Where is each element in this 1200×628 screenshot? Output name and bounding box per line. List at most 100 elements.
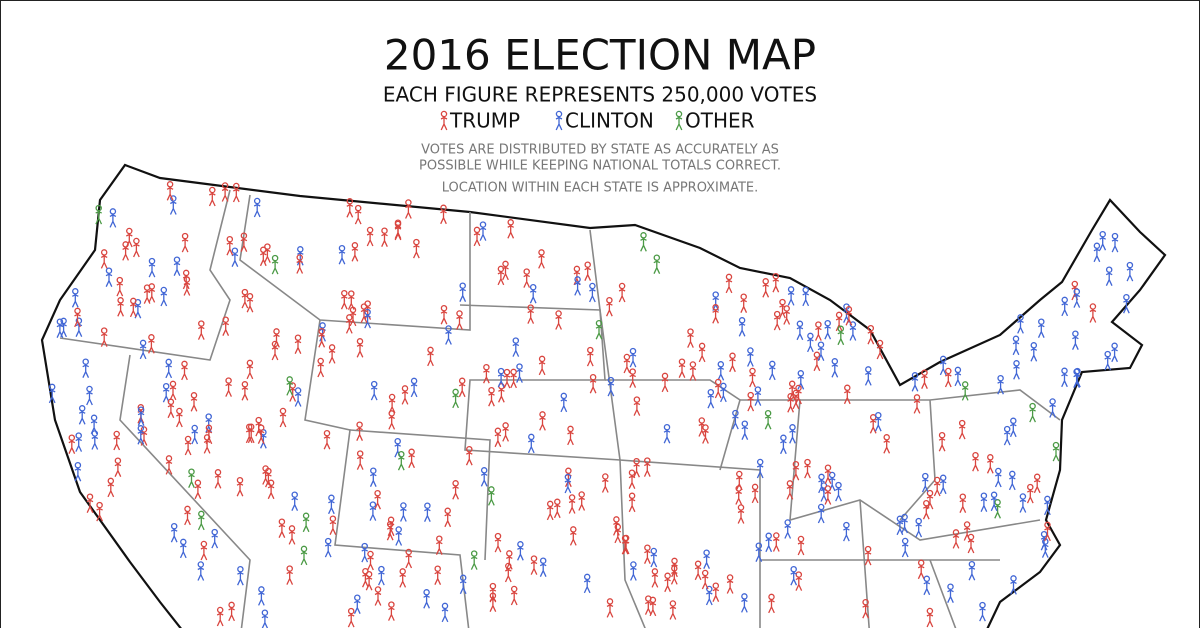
figure-head <box>72 288 79 295</box>
figure-body <box>170 528 178 543</box>
figure <box>236 476 244 497</box>
figure-body <box>329 521 337 535</box>
figure-body <box>366 232 374 247</box>
figure <box>413 238 420 259</box>
figure-head <box>913 394 921 401</box>
figure <box>366 226 374 247</box>
figure-body <box>405 554 413 569</box>
figure <box>165 455 173 475</box>
figure-body <box>1044 501 1051 516</box>
figure <box>504 562 512 583</box>
figure-head <box>564 473 572 481</box>
figure-body <box>505 556 513 570</box>
figure-body <box>459 288 467 302</box>
figure <box>913 394 921 414</box>
figure-body <box>353 600 361 614</box>
figure <box>818 473 825 494</box>
figure-head <box>510 585 518 593</box>
figure-head <box>862 598 869 606</box>
figure-head <box>663 423 671 431</box>
figure <box>607 376 615 397</box>
figure-head <box>945 367 952 375</box>
figure-body <box>633 402 641 416</box>
figure <box>169 380 177 401</box>
figure <box>148 334 155 354</box>
figure-body <box>555 116 563 131</box>
figure-body <box>184 441 192 456</box>
figure-head <box>198 320 205 327</box>
figure-body <box>613 522 620 536</box>
figure-head <box>1012 335 1020 343</box>
figure <box>225 377 232 397</box>
figure <box>82 358 90 378</box>
figure-head <box>386 520 394 528</box>
figure-body <box>255 422 263 437</box>
figure <box>606 296 613 317</box>
figure-head <box>607 376 615 384</box>
figure-body <box>74 313 81 328</box>
figure <box>921 472 929 493</box>
figure-head <box>166 181 174 188</box>
figure-body <box>546 506 554 521</box>
figure <box>264 243 271 263</box>
figure-body <box>901 543 909 558</box>
figure-body <box>584 267 592 281</box>
figure-head <box>82 358 89 365</box>
figure <box>1126 261 1134 282</box>
figure <box>1074 367 1081 388</box>
figure <box>1105 266 1113 286</box>
figure-head <box>507 219 514 226</box>
figure-body <box>669 606 677 620</box>
figure <box>922 499 930 520</box>
figure <box>381 227 388 247</box>
figure-body <box>264 249 271 263</box>
figure-head <box>698 417 706 424</box>
figure <box>400 502 407 522</box>
figure-body <box>345 319 353 334</box>
figure-body <box>555 316 562 330</box>
figure-body <box>452 394 459 409</box>
figure <box>190 392 198 412</box>
figure <box>365 570 373 591</box>
figure-head <box>113 430 120 438</box>
figure <box>530 555 538 575</box>
figure-body <box>262 471 269 485</box>
figure <box>516 363 523 383</box>
figure-body <box>843 527 850 542</box>
figure <box>1029 402 1036 423</box>
figure-head <box>74 307 81 315</box>
figure-head <box>997 374 1004 382</box>
figure <box>729 352 736 373</box>
figure <box>994 499 1001 519</box>
figure <box>765 532 773 553</box>
figure-head <box>441 602 449 610</box>
figure-body <box>503 374 511 389</box>
figure <box>435 535 443 555</box>
figure <box>169 195 177 215</box>
figure-head <box>783 305 790 312</box>
figure-body <box>784 525 792 539</box>
figure-body <box>573 271 581 286</box>
figure <box>1093 242 1101 263</box>
figure-head <box>1009 470 1016 478</box>
figure-body <box>764 415 772 430</box>
figure-head <box>317 357 324 365</box>
figure-head <box>779 298 786 306</box>
figure <box>262 465 269 485</box>
figure-body <box>410 383 418 398</box>
figure-head <box>246 359 254 367</box>
figure-body <box>381 233 388 247</box>
figure <box>397 450 405 471</box>
figure-body <box>790 571 798 586</box>
figure-body <box>944 373 952 388</box>
figure-body <box>915 523 923 538</box>
figure-body <box>1040 536 1048 551</box>
figure-head <box>995 467 1002 475</box>
figure <box>318 328 326 348</box>
figure-head <box>246 292 254 300</box>
figure <box>56 318 64 338</box>
figure-body <box>629 353 637 368</box>
figure-head <box>1013 360 1020 367</box>
figure-head <box>347 607 355 615</box>
figure <box>755 542 763 562</box>
